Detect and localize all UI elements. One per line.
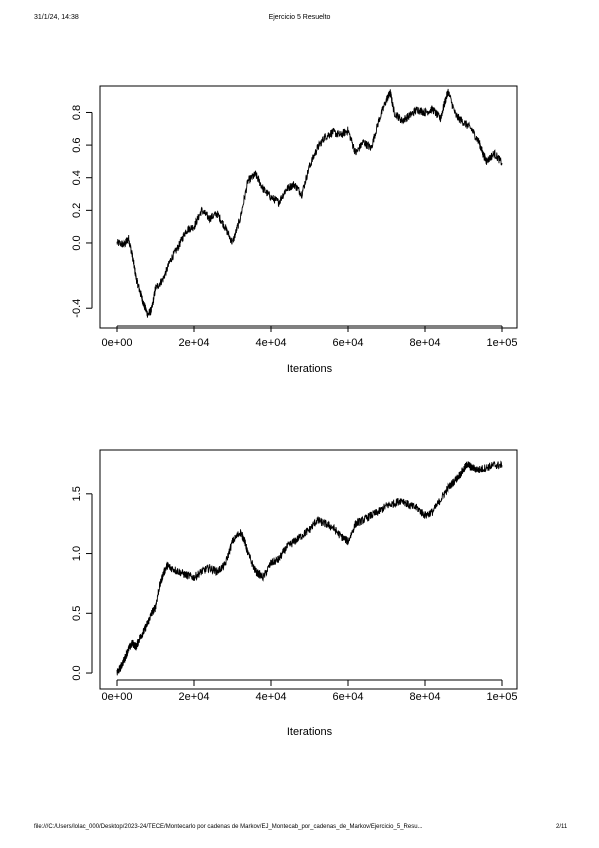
x-tick-label: 1e+05 — [487, 337, 518, 349]
y-tick-label: -0.4 — [71, 299, 83, 318]
x-tick-label: 0e+00 — [102, 337, 133, 349]
trace-series-line — [116, 460, 503, 676]
x-axis-label: Iterations — [287, 726, 333, 738]
document-title: Ejercicio 5 Resuelto — [268, 14, 331, 21]
y-tick-label: 0.4 — [71, 170, 83, 185]
y-tick-label: 0.8 — [71, 105, 83, 120]
x-tick-label: 8e+04 — [410, 691, 441, 703]
y-tick-label: 0.2 — [71, 203, 83, 218]
y-tick-label: 1.0 — [71, 546, 83, 561]
x-tick-label: 0e+00 — [102, 691, 133, 703]
x-axis-label: Iterations — [287, 363, 333, 375]
x-tick-label: 1e+05 — [487, 691, 518, 703]
y-tick-label: 0.0 — [71, 665, 83, 680]
plot-frame — [99, 85, 518, 329]
y-tick-label: 0.0 — [71, 235, 83, 250]
x-tick-label: 8e+04 — [410, 337, 441, 349]
x-tick-label: 6e+04 — [333, 337, 364, 349]
trace-series-line — [116, 88, 503, 318]
trace-plot-top: 0e+00 2e+04 4e+04 6e+04 8e+04 1e+05 -0.4 0.0 0.2… — [71, 85, 518, 375]
page-number: 2/11 — [556, 824, 568, 830]
x-tick-label: 2e+04 — [179, 691, 210, 703]
y-tick-label: 1.5 — [71, 486, 83, 501]
print-datetime: 31/1/24, 14:38 — [34, 14, 79, 21]
y-tick-label: 0.5 — [71, 606, 83, 621]
y-tick-label: 0.6 — [71, 137, 83, 152]
file-path: file:///C:/Users/lolac_000/Desktop/2023-… — [34, 824, 423, 830]
trace-plot-bottom: 0e+00 2e+04 4e+04 6e+04 8e+04 1e+05 0.0 0.5 1.0 1… — [71, 449, 518, 738]
x-tick-label: 6e+04 — [333, 691, 364, 703]
x-tick-label: 4e+04 — [256, 337, 287, 349]
plot-frame — [99, 449, 518, 690]
x-tick-label: 2e+04 — [179, 337, 210, 349]
x-tick-label: 4e+04 — [256, 691, 287, 703]
